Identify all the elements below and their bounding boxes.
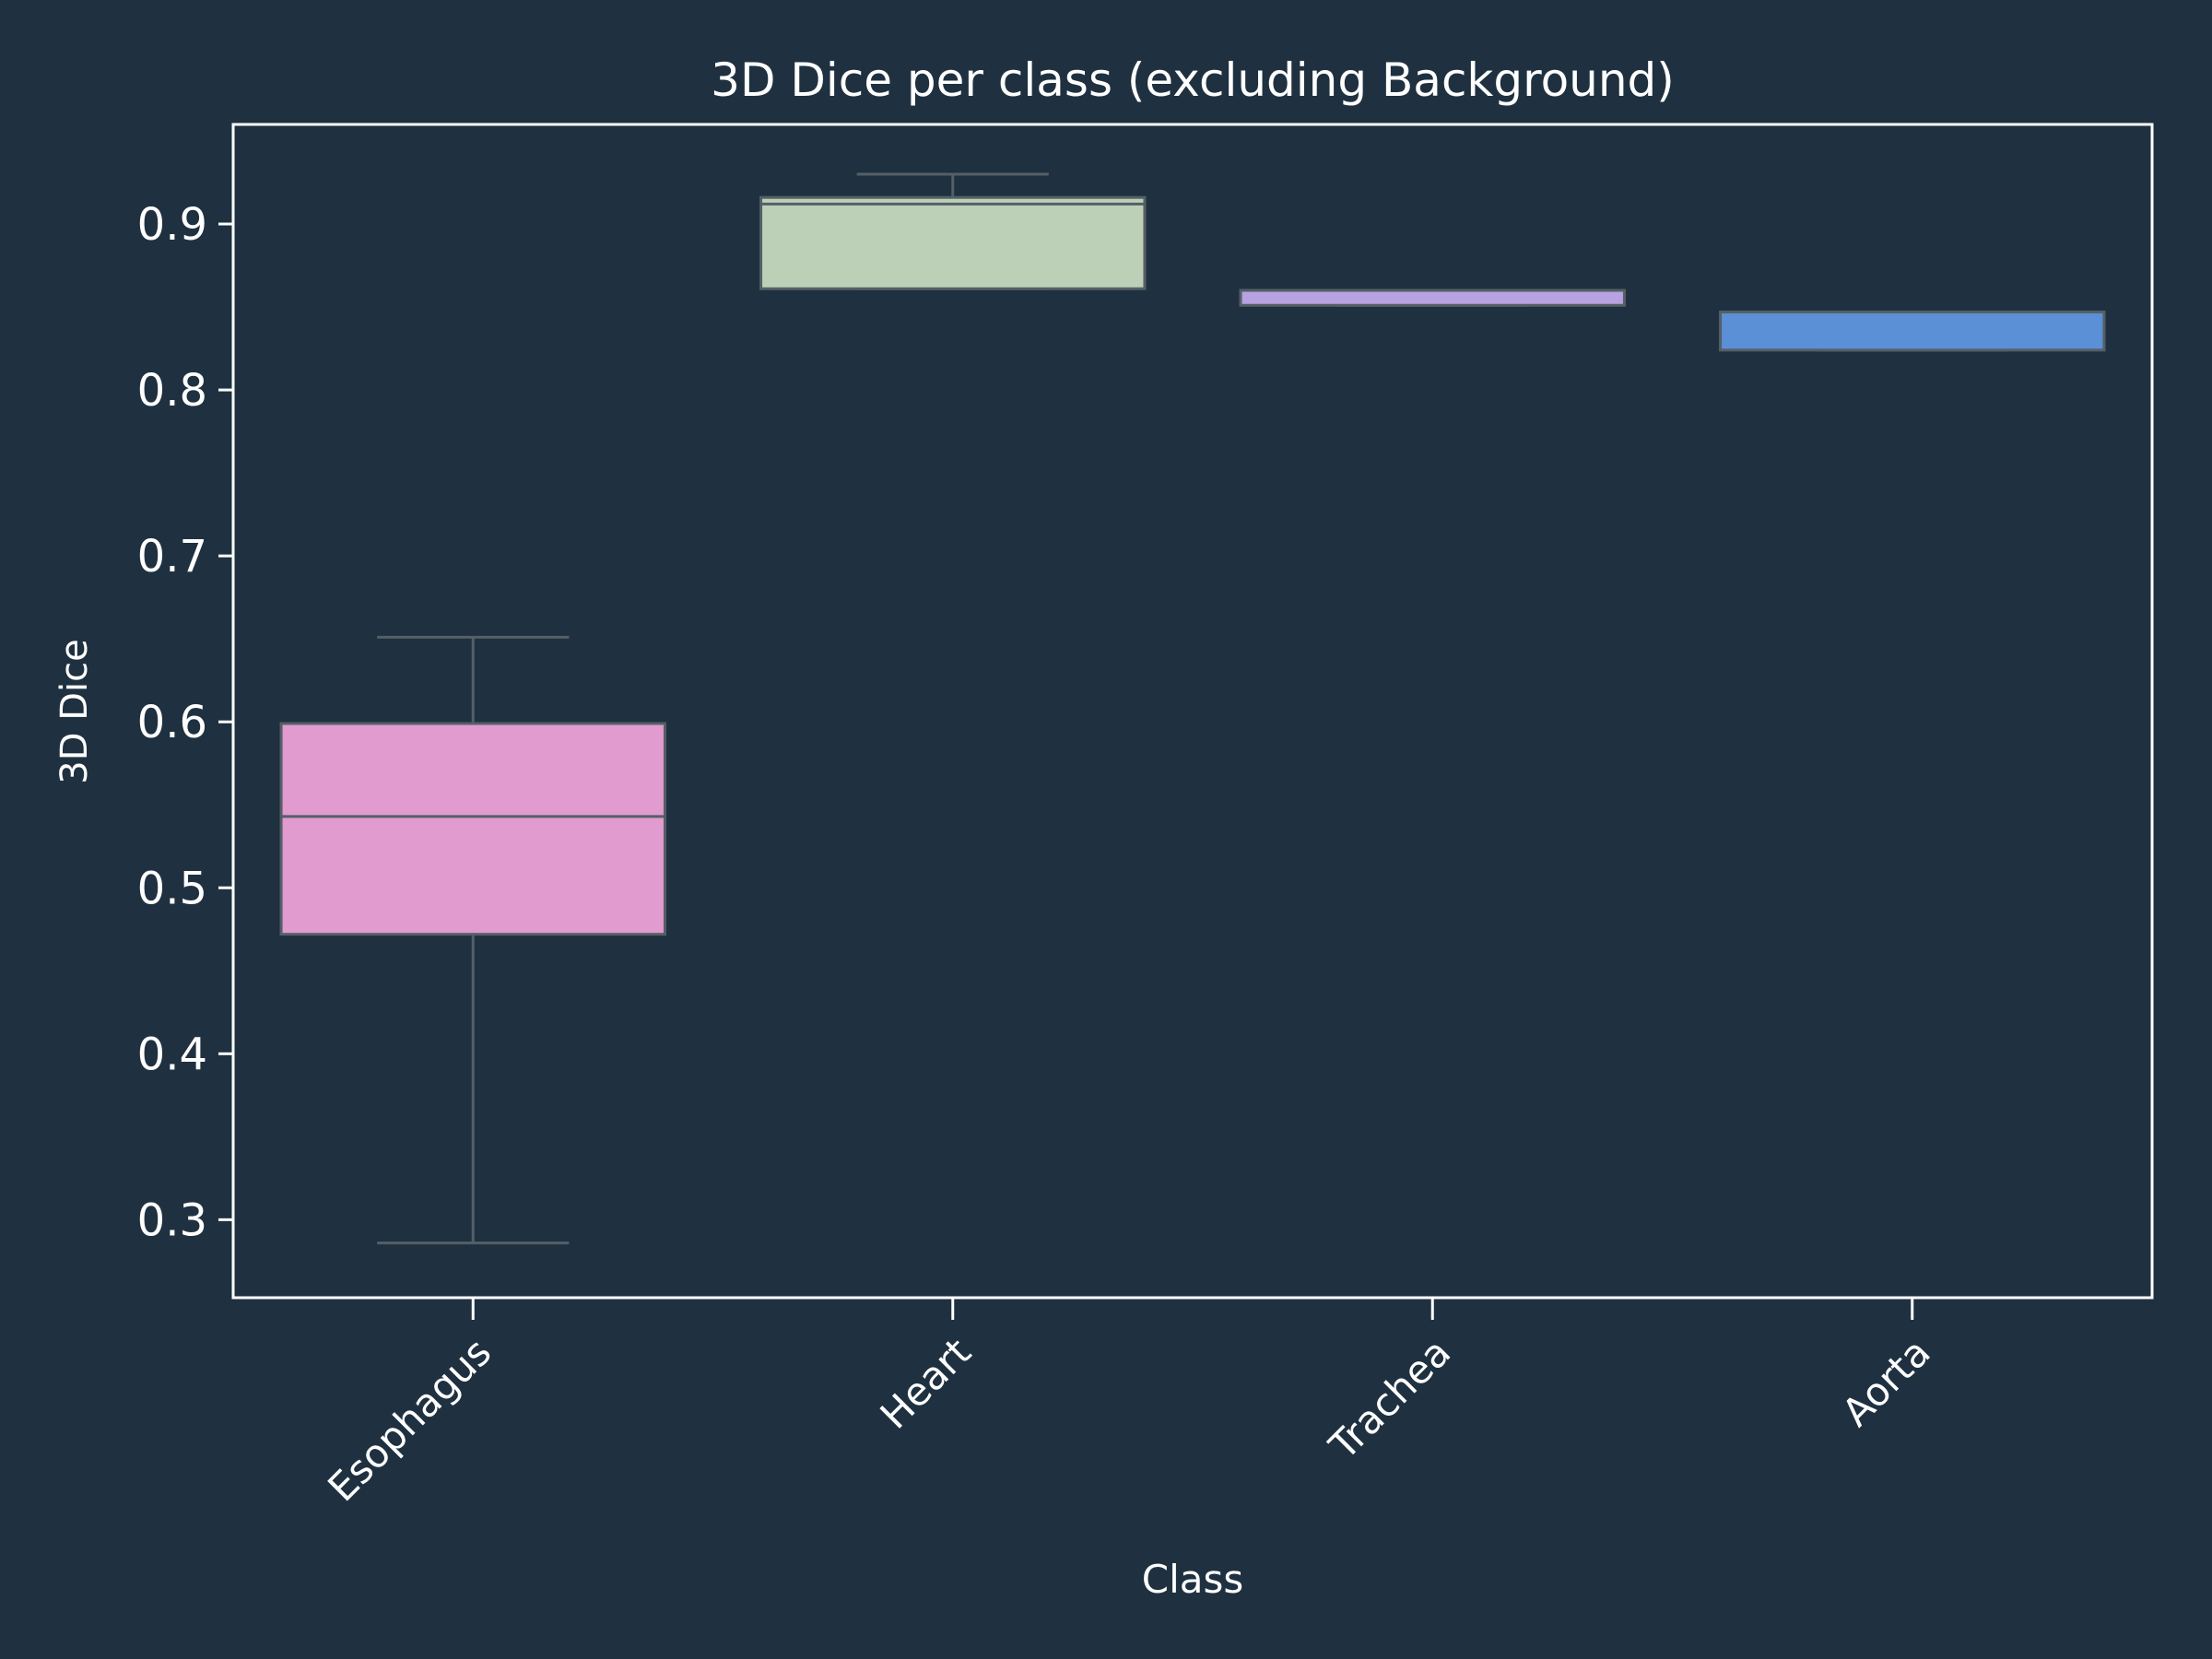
plot-area <box>279 172 2106 1245</box>
y-tick-label: 0.8 <box>137 365 207 417</box>
chart-title: 3D Dice per class (excluding Background) <box>711 53 1675 107</box>
box-group-trachea <box>1239 288 1626 307</box>
y-tick-label: 0.7 <box>137 531 207 582</box>
box-trachea <box>1239 288 1626 307</box>
box-group-esophagus <box>279 635 666 1245</box>
y-tick-label: 0.9 <box>137 199 207 251</box>
box-group-heart <box>759 172 1147 290</box>
box-group-aorta <box>1719 310 2106 352</box>
box-heart <box>759 195 1147 290</box>
y-tick-label: 0.4 <box>137 1029 207 1080</box>
y-axis: 0.3 0.4 0.5 0.6 0.7 0.8 0.9 <box>137 199 233 1246</box>
y-axis-label: 3D Dice <box>53 639 96 783</box>
x-axis-label: Class <box>1142 1557 1244 1602</box>
y-tick-label: 0.5 <box>137 863 207 914</box>
y-tick-label: 0.3 <box>137 1194 207 1246</box>
plot-frame <box>231 123 2154 1300</box>
box-esophagus <box>279 722 666 936</box>
box-aorta <box>1719 310 2106 352</box>
y-tick-label: 0.6 <box>137 697 207 748</box>
